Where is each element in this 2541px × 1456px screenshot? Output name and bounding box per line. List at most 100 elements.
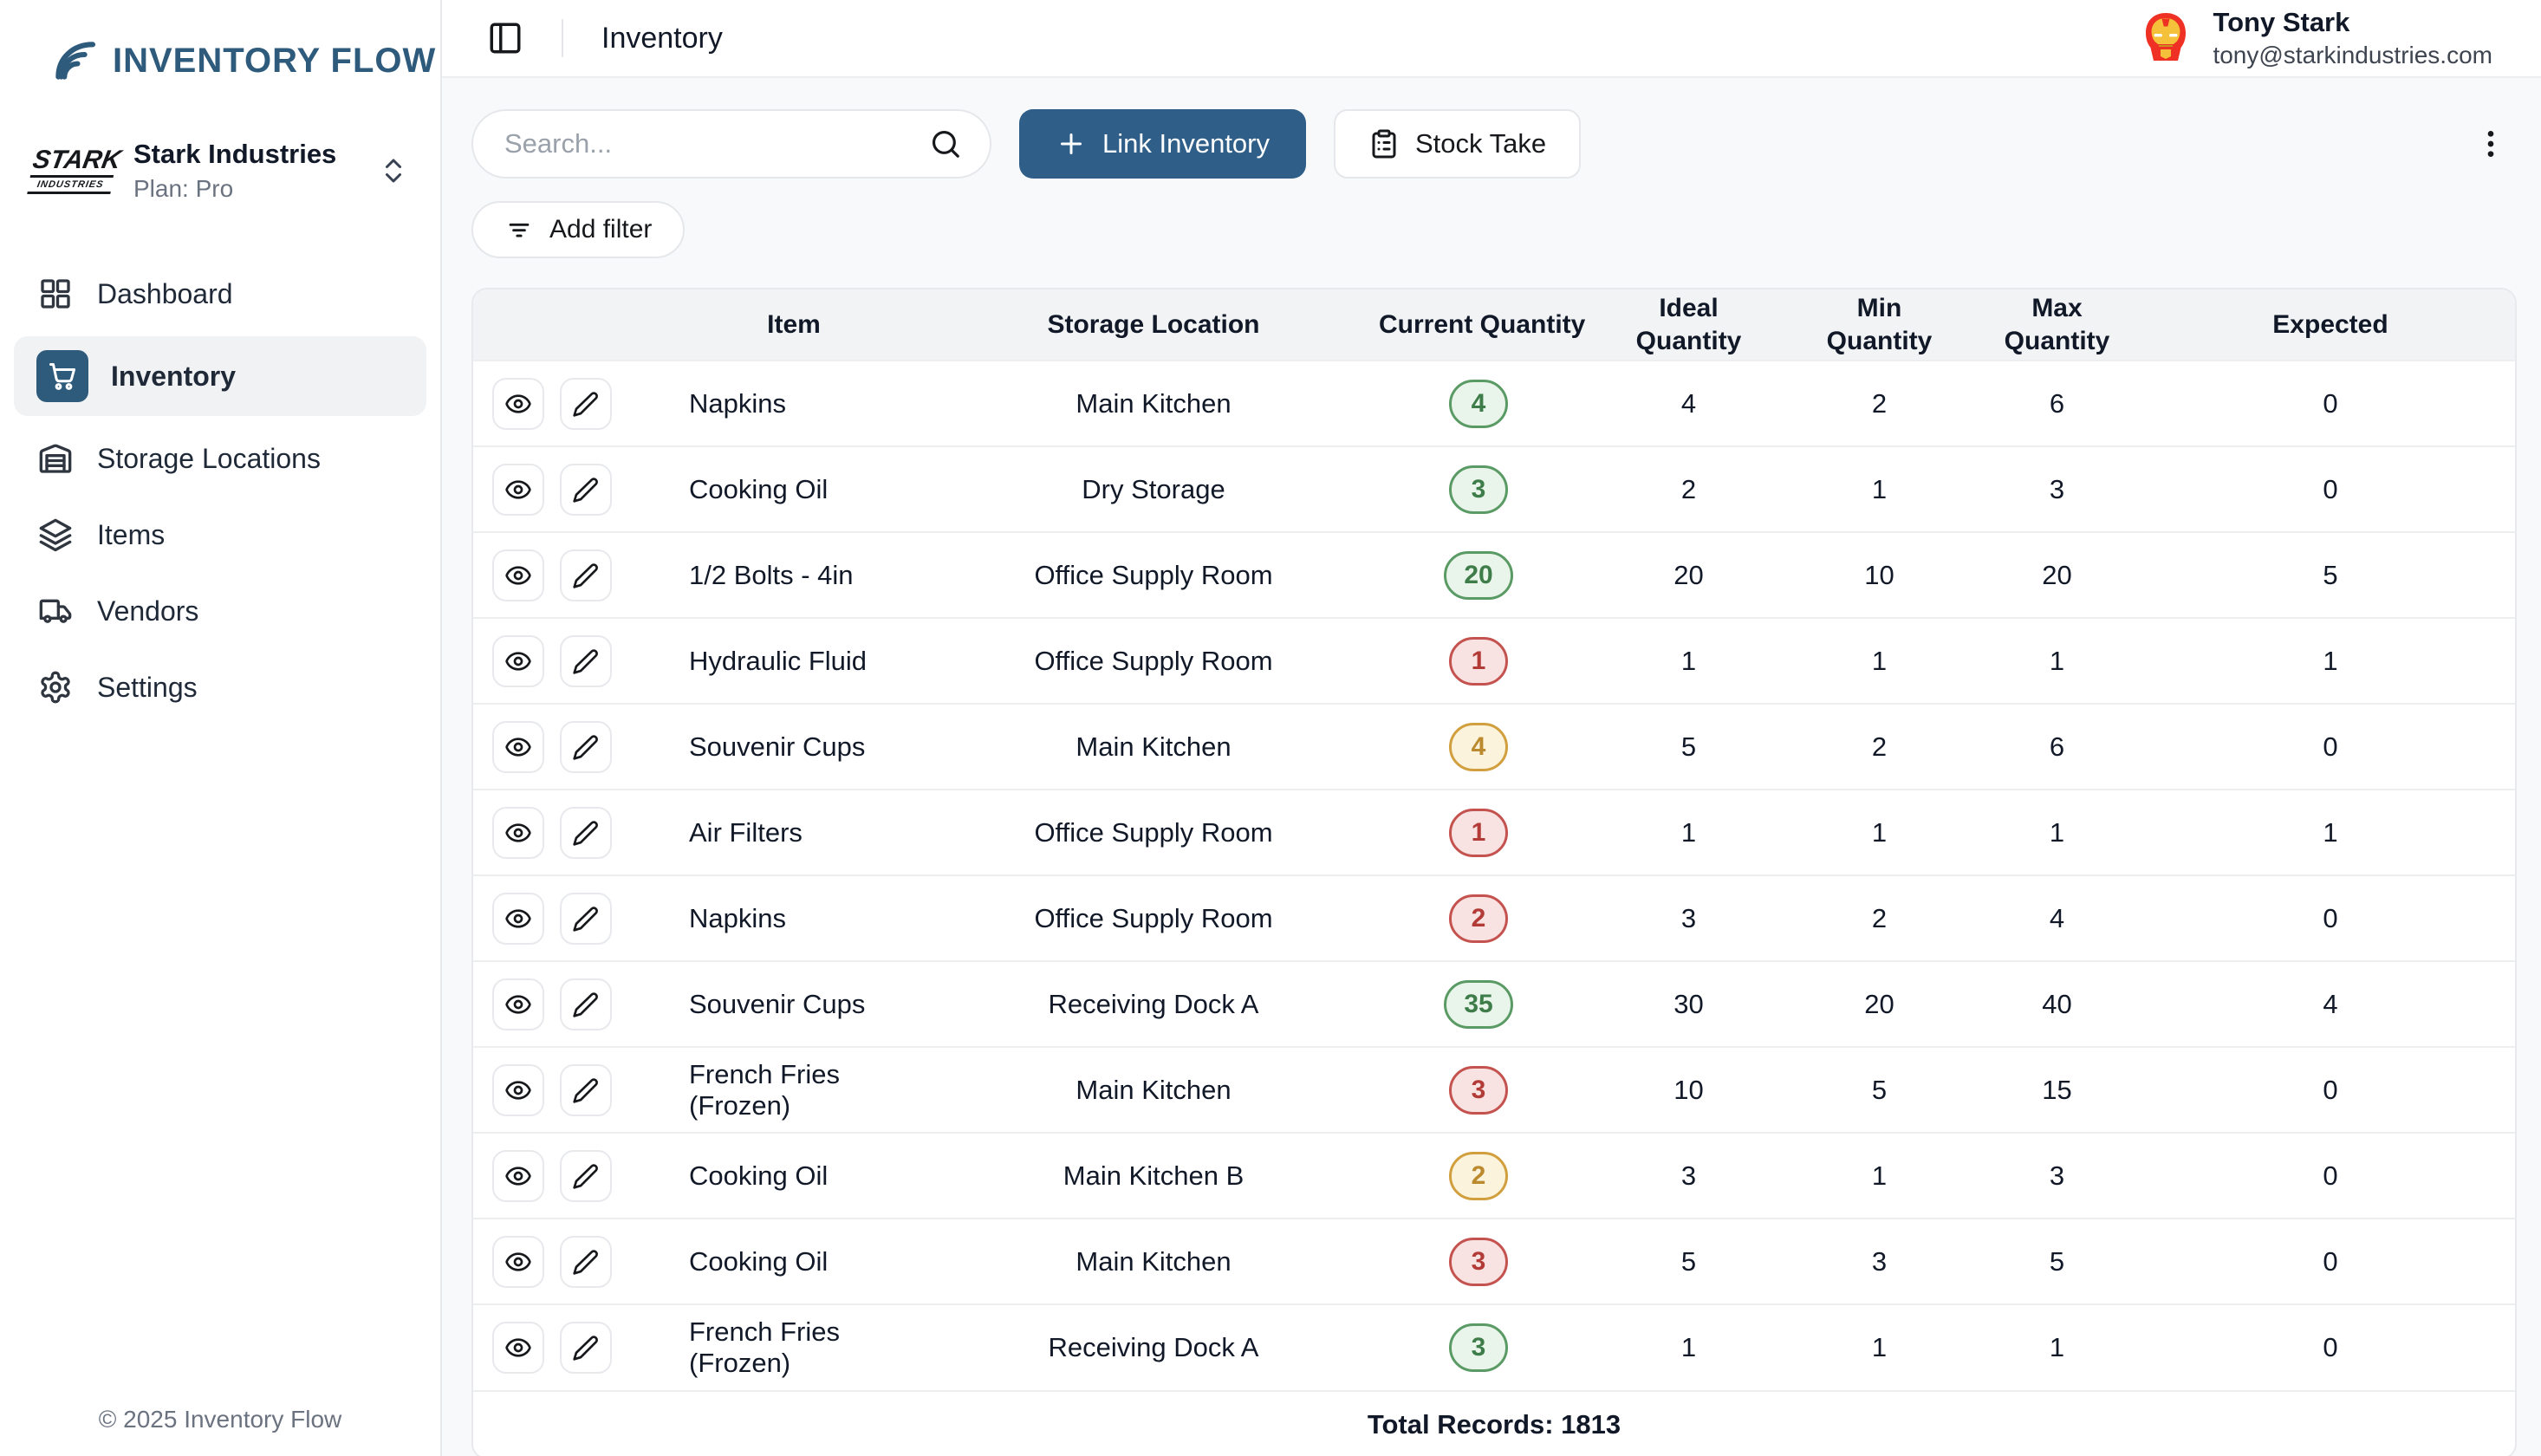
row-actions — [473, 1132, 651, 1219]
edit-button[interactable] — [560, 549, 612, 601]
max-quantity-cell: 5 — [1968, 1218, 2146, 1304]
current-quantity-cell: 4 — [1370, 360, 1587, 446]
item-cell: Cooking Oil — [651, 1218, 937, 1304]
table-row: Cooking Oil Dry Storage 3 2 1 3 0 — [473, 445, 2515, 532]
edit-button[interactable] — [560, 1322, 612, 1374]
edit-button[interactable] — [560, 978, 612, 1030]
min-quantity-cell: 5 — [1790, 1046, 1968, 1133]
ideal-quantity-cell: 1 — [1587, 1303, 1790, 1390]
eye-icon — [504, 647, 532, 675]
layers-icon — [36, 516, 75, 554]
edit-button[interactable] — [560, 1149, 612, 1202]
row-actions — [473, 531, 651, 618]
expected-cell: 0 — [2146, 1218, 2515, 1304]
item-cell: Hydraulic Fluid — [651, 617, 937, 704]
view-button[interactable] — [492, 978, 544, 1030]
pencil-icon — [572, 1076, 600, 1104]
view-button[interactable] — [492, 1149, 544, 1202]
min-quantity-cell: 1 — [1790, 445, 1968, 532]
ideal-quantity-cell: 3 — [1587, 1132, 1790, 1219]
current-quantity-cell: 3 — [1370, 1303, 1587, 1390]
storage-location-cell: Main Kitchen — [937, 1218, 1370, 1304]
view-button[interactable] — [492, 1322, 544, 1374]
link-inventory-button[interactable]: Link Inventory — [1019, 109, 1306, 179]
view-button[interactable] — [492, 463, 544, 516]
edit-button[interactable] — [560, 720, 612, 773]
sidebar-item-items[interactable]: Items — [14, 501, 426, 569]
sidebar-item-settings[interactable]: Settings — [14, 653, 426, 721]
table-row: French Fries (Frozen) Main Kitchen 3 10 5 15 0 — [473, 1046, 2515, 1133]
max-quantity-cell: 40 — [1968, 960, 2146, 1047]
more-options-button[interactable] — [2465, 118, 2517, 170]
item-cell: French Fries (Frozen) — [651, 1046, 937, 1133]
column-header-ideal-quantity: Ideal Quantity — [1587, 289, 1790, 361]
truck-icon — [36, 592, 75, 630]
pencil-icon — [572, 390, 600, 418]
view-button[interactable] — [492, 1063, 544, 1116]
eye-icon — [504, 390, 532, 418]
edit-button[interactable] — [560, 377, 612, 430]
edit-button[interactable] — [560, 1063, 612, 1116]
view-button[interactable] — [492, 720, 544, 773]
view-button[interactable] — [492, 892, 544, 945]
sidebar-item-dashboard[interactable]: Dashboard — [14, 260, 426, 328]
app-logo-text: INVENTORY FLOW — [113, 41, 437, 80]
ideal-quantity-cell: 3 — [1587, 874, 1790, 961]
sidebar-item-inventory[interactable]: Inventory — [14, 336, 426, 416]
storage-location-cell: Main Kitchen — [937, 1046, 1370, 1133]
sidebar-toggle-button[interactable] — [487, 20, 523, 56]
storage-location-cell: Receiving Dock A — [937, 960, 1370, 1047]
row-actions — [473, 874, 651, 961]
view-button[interactable] — [492, 377, 544, 430]
expected-cell: 0 — [2146, 1303, 2515, 1390]
pencil-icon — [572, 819, 600, 847]
view-button[interactable] — [492, 549, 544, 601]
clipboard-icon — [1372, 129, 1396, 159]
app-logo: INVENTORY FLOW — [0, 0, 440, 85]
inventory-table-card: Item Storage Location Current Quantity Idea… — [471, 288, 2517, 1456]
edit-button[interactable] — [560, 634, 612, 687]
org-name: Stark Industries — [133, 139, 337, 169]
sidebar-item-vendors[interactable]: Vendors — [14, 577, 426, 645]
table-row: Hydraulic Fluid Office Supply Room 1 1 1 1 1 — [473, 617, 2515, 704]
view-button[interactable] — [492, 806, 544, 859]
app-logo-swoosh-icon — [55, 42, 96, 80]
topbar-divider — [562, 19, 563, 57]
row-actions — [473, 789, 651, 875]
copyright: © 2025 Inventory Flow — [98, 1406, 342, 1433]
item-cell: Souvenir Cups — [651, 960, 937, 1047]
column-header-max-quantity: Max Quantity — [1968, 289, 2146, 361]
org-selector[interactable]: STARK INDUSTRIES Stark Industries Plan: … — [19, 130, 421, 211]
table-header-row: Item Storage Location Current Quantity Idea… — [473, 289, 2515, 361]
view-button[interactable] — [492, 634, 544, 687]
row-actions — [473, 960, 651, 1047]
column-header-item: Item — [651, 289, 937, 361]
sidebar-item-label: Items — [97, 518, 166, 550]
user-menu[interactable]: Tony Stark tony@starkindustries.com — [2138, 7, 2492, 69]
expected-cell: 1 — [2146, 617, 2515, 704]
column-header-expected: Expected — [2146, 289, 2515, 361]
view-button[interactable] — [492, 1235, 544, 1288]
edit-button[interactable] — [560, 806, 612, 859]
sidebar-item-label: Settings — [97, 671, 198, 703]
stock-take-button[interactable]: Stock Take — [1334, 109, 1582, 179]
quantity-status-badge: 2 — [1449, 894, 1508, 943]
column-header-current-quantity: Current Quantity — [1370, 289, 1587, 361]
min-quantity-cell: 2 — [1790, 360, 1968, 446]
search-icon — [929, 127, 962, 160]
min-quantity-cell: 10 — [1790, 531, 1968, 618]
max-quantity-cell: 4 — [1968, 874, 2146, 961]
pencil-icon — [572, 991, 600, 1018]
edit-button[interactable] — [560, 892, 612, 945]
pencil-icon — [572, 476, 600, 504]
search-input[interactable] — [471, 109, 991, 179]
inventory-table: Item Storage Location Current Quantity Idea… — [473, 289, 2515, 1390]
quantity-status-badge: 4 — [1449, 722, 1508, 771]
table-row: Air Filters Office Supply Room 1 1 1 1 1 — [473, 789, 2515, 875]
storage-location-cell: Office Supply Room — [937, 531, 1370, 618]
edit-button[interactable] — [560, 1235, 612, 1288]
add-filter-button[interactable]: Add filter — [471, 201, 686, 258]
sidebar-item-storage-locations[interactable]: Storage Locations — [14, 425, 426, 492]
edit-button[interactable] — [560, 463, 612, 516]
